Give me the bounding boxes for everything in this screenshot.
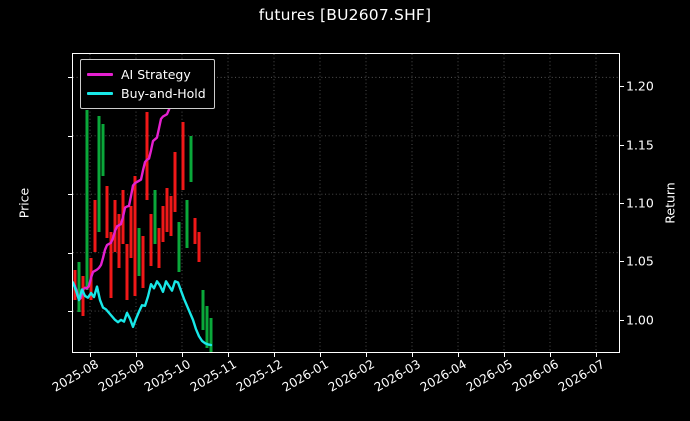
x-axis-tick-mark bbox=[320, 353, 321, 357]
y-axis-right-tick-mark bbox=[620, 319, 624, 321]
candlestick-bar bbox=[81, 276, 85, 316]
y-axis-left-label: Price bbox=[16, 187, 32, 219]
candlestick-bar bbox=[181, 122, 185, 190]
candlestick-bar bbox=[201, 290, 205, 330]
series-line-ai-strategy bbox=[73, 75, 185, 302]
candlestick-bar bbox=[77, 262, 81, 312]
candlestick-bar bbox=[109, 232, 113, 298]
candlestick-bar bbox=[185, 200, 189, 248]
candlestick-bar bbox=[125, 244, 129, 300]
candlestick-bar bbox=[209, 318, 213, 352]
candlestick-bar bbox=[145, 112, 149, 200]
chart-legend: AI Strategy Buy-and-Hold bbox=[80, 59, 215, 109]
legend-item-ai-strategy: AI Strategy bbox=[87, 65, 206, 84]
candlestick-bar bbox=[141, 236, 145, 288]
x-axis-tick-mark bbox=[366, 353, 367, 357]
x-axis-tick-mark bbox=[504, 353, 505, 357]
candlestick-bar bbox=[85, 110, 89, 290]
candlestick-bar bbox=[117, 214, 121, 268]
y-axis-right-label: Return bbox=[662, 182, 678, 224]
x-axis-tick-mark bbox=[458, 353, 459, 357]
candlestick-bar bbox=[197, 232, 201, 262]
candlestick-bar bbox=[173, 152, 177, 212]
y-axis-left-tick-mark bbox=[68, 311, 72, 313]
x-axis-tick-mark bbox=[182, 353, 183, 357]
chart-title: futures [BU2607.SHF] bbox=[258, 6, 432, 24]
y-axis-right-tick-mark bbox=[620, 203, 624, 204]
legend-label-ai-strategy: AI Strategy bbox=[121, 67, 191, 82]
y-axis-right-tick-label: 1.20 bbox=[626, 78, 654, 94]
x-axis-tick-mark bbox=[274, 353, 275, 357]
legend-swatch-buy-and-hold bbox=[87, 92, 113, 95]
series-line-buy-and-hold bbox=[73, 280, 213, 347]
candlestick-bar bbox=[113, 200, 117, 252]
candlestick-bar bbox=[157, 228, 161, 268]
y-axis-right-tick-label: 1.00 bbox=[626, 312, 654, 328]
x-axis-tick-mark bbox=[596, 353, 597, 357]
x-axis-tick-mark bbox=[136, 353, 137, 357]
x-axis-tick-mark bbox=[90, 353, 91, 357]
candlestick-bar bbox=[177, 222, 181, 272]
x-axis-tick-mark bbox=[412, 353, 413, 357]
candlestick-bar bbox=[97, 116, 101, 232]
y-axis-left-tick-mark bbox=[68, 252, 72, 254]
legend-label-buy-and-hold: Buy-and-Hold bbox=[121, 86, 206, 101]
candlestick-bar bbox=[101, 124, 105, 176]
candlestick-bar bbox=[193, 218, 197, 244]
y-axis-right-tick-mark bbox=[620, 86, 624, 88]
y-axis-right-tick-mark bbox=[620, 261, 624, 263]
legend-swatch-ai-strategy bbox=[87, 73, 113, 76]
candlestick-bar bbox=[205, 306, 209, 348]
y-axis-right-tick-label: 1.10 bbox=[626, 195, 654, 211]
y-axis-right-tick-mark bbox=[620, 144, 624, 146]
y-axis-left-tick-mark bbox=[68, 194, 72, 196]
x-axis-tick-mark bbox=[228, 353, 229, 357]
candlestick-bar bbox=[189, 136, 193, 182]
candlestick-bar bbox=[129, 206, 133, 258]
candlestick-bar bbox=[165, 188, 169, 232]
candlestick-bar bbox=[161, 206, 165, 242]
candlestick-bar bbox=[149, 214, 153, 266]
y-axis-right-tick-label: 1.05 bbox=[626, 253, 654, 269]
candlestick-bar bbox=[105, 186, 109, 238]
legend-item-buy-and-hold: Buy-and-Hold bbox=[87, 84, 206, 103]
candlestick-bar bbox=[93, 200, 97, 252]
y-axis-right-tick-label: 1.15 bbox=[626, 137, 654, 153]
y-axis-left-tick-mark bbox=[68, 135, 72, 137]
y-axis-left-tick-mark bbox=[68, 77, 72, 79]
candlestick-bar bbox=[133, 176, 137, 296]
candlestick-bar bbox=[137, 228, 141, 276]
candlestick-bar bbox=[153, 190, 157, 244]
x-axis-tick-mark bbox=[550, 353, 551, 357]
candlestick-bar bbox=[169, 196, 173, 236]
